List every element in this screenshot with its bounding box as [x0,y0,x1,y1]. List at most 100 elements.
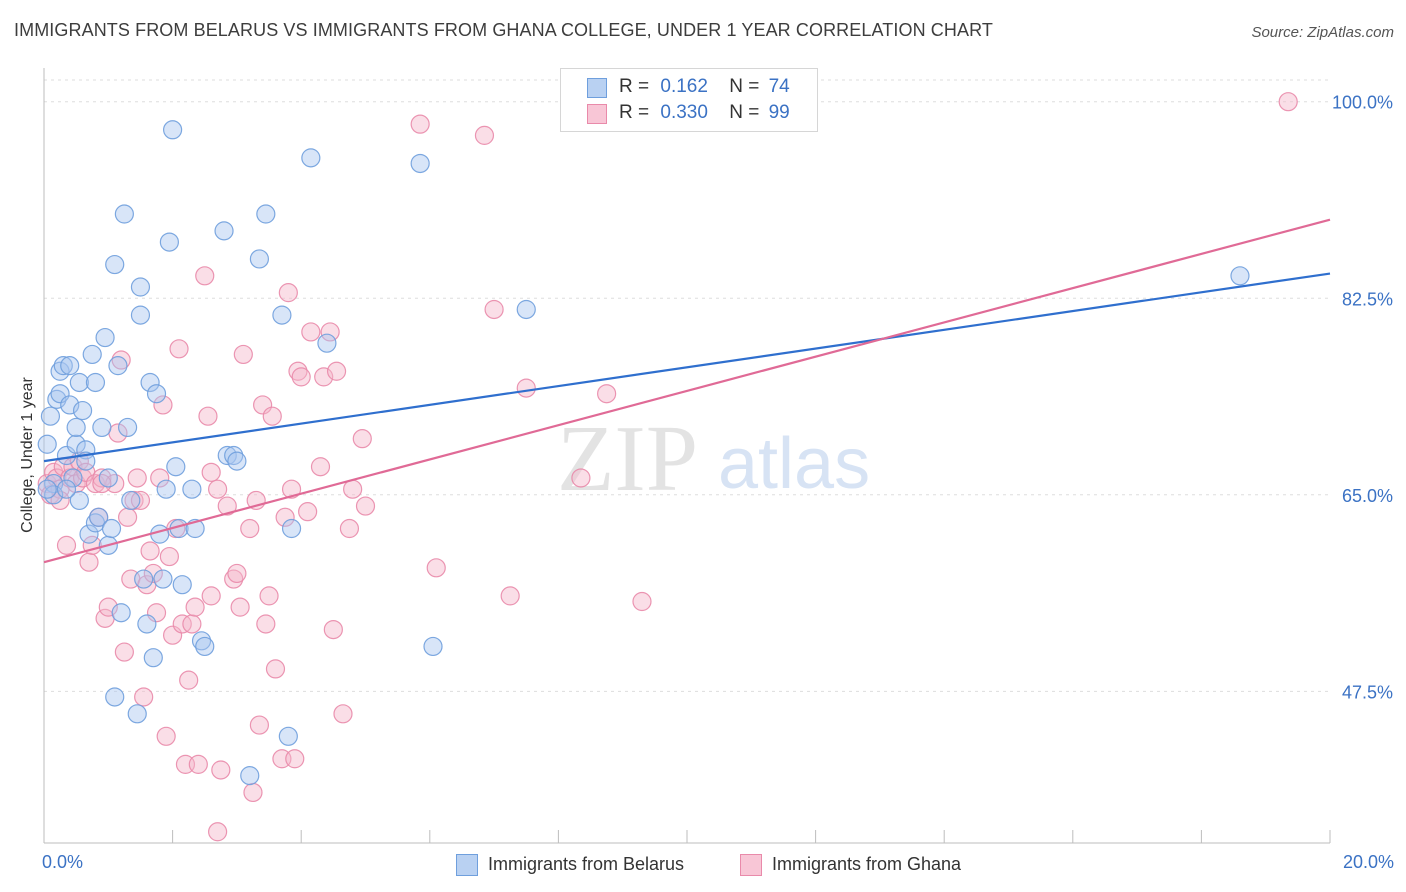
legend-r-label: R = [619,76,650,97]
bottom-legend-swatch-belarus [456,854,478,876]
ghana-point [597,384,617,404]
belarus-point [227,451,247,471]
belarus-point [69,372,89,393]
belarus-point [69,490,89,511]
ghana-point [352,429,372,449]
ghana-point [198,406,218,426]
ghana-point [211,760,231,780]
ghana-point [259,586,279,606]
bottom-legend-swatch-ghana [740,854,762,876]
belarus-point [121,490,141,511]
ghana-point [343,479,363,499]
belarus-point [249,249,270,269]
ghana-point [410,114,430,134]
ghana-point [156,726,176,746]
ghana-point [323,619,343,640]
belarus-point [95,327,115,348]
belarus-point [101,518,122,539]
belarus-point [516,299,536,320]
y-tick-label: 65.0% [1342,486,1393,506]
ghana-point [117,507,138,527]
belarus-point [278,726,298,746]
stats-legend: R = 0.162 N = 74 R = 0.330 N = 99 [560,68,818,132]
belarus-point [105,687,125,707]
ghana-point [195,266,215,286]
ghana-point [224,569,244,589]
chart-title: IMMIGRANTS FROM BELARUS VS IMMIGRANTS FR… [14,20,993,40]
legend-swatch-ghana [587,104,607,124]
ghana-point [134,687,154,707]
ghana-point [56,535,77,555]
belarus-point [214,221,234,241]
bottom-legend-label-ghana: Immigrants from Ghana [772,854,962,874]
ghana-point [249,715,270,735]
ghana-point [208,822,228,842]
ghana-point [265,659,286,679]
belarus-point [117,417,138,438]
ghana-point [188,754,208,774]
belarus-point [40,406,61,426]
belarus-point [217,445,237,466]
belarus-point [140,372,160,393]
ghana-point [182,614,202,634]
belarus-point [105,254,125,275]
belarus-point [130,305,151,325]
ghana-point [185,597,205,617]
belarus-point [317,333,337,353]
belarus-point [256,204,276,224]
y-tick-label: 47.5% [1342,682,1393,702]
legend-n-value-belarus: 74 [768,76,790,97]
ghana-point [278,283,298,303]
belarus-point [50,361,70,381]
belarus-point [66,434,86,454]
belarus-point [1230,266,1250,286]
belarus-point [89,507,109,527]
belarus-trendline [43,272,1331,463]
ghana-point [500,586,520,606]
ghana-point [301,322,321,342]
y-tick-label: 100.0% [1332,93,1393,113]
ghana-point [298,502,318,522]
trendlines [43,218,1331,564]
legend-n-label: N = [729,102,760,123]
ghana-point [516,378,536,398]
belarus-point [146,384,167,404]
ghana-point [217,496,237,516]
belarus-point [37,479,57,499]
ghana-point [208,479,228,499]
x-tick-label-min: 0.0% [42,852,84,872]
ghana-point [227,563,247,584]
ghana-point [159,546,179,567]
ghana-point [291,367,311,387]
belarus-point [85,372,106,393]
ghana-point [1278,92,1298,112]
ghana-point [632,591,652,612]
legend-r-value-belarus: 0.162 [660,76,708,97]
belarus-point [66,417,86,438]
legend-r-value-ghana: 0.330 [660,102,708,123]
belarus-point [92,417,112,438]
belarus-point [182,479,202,499]
belarus-point [56,479,77,499]
ghana-point [262,406,282,426]
x-tick-marks [43,830,1331,843]
belarus-point [98,468,118,488]
ghana-point [140,541,160,561]
belarus-point [72,400,93,421]
belarus-point [191,631,212,651]
belarus-point [153,569,173,589]
ghana-point [256,614,276,634]
belarus-point [79,524,99,544]
legend-n-value-ghana: 99 [768,102,790,123]
axes [43,68,1331,844]
belarus-point [156,479,176,499]
ghana-point [127,468,147,488]
belarus-point [82,344,102,365]
watermark-zip: ZIP [557,407,698,511]
ghana-point [571,468,591,488]
ghana-point [426,558,446,578]
ghana-point [288,361,308,381]
y-axis-label: College, Under 1 year [19,377,36,533]
belarus-point [423,636,443,657]
